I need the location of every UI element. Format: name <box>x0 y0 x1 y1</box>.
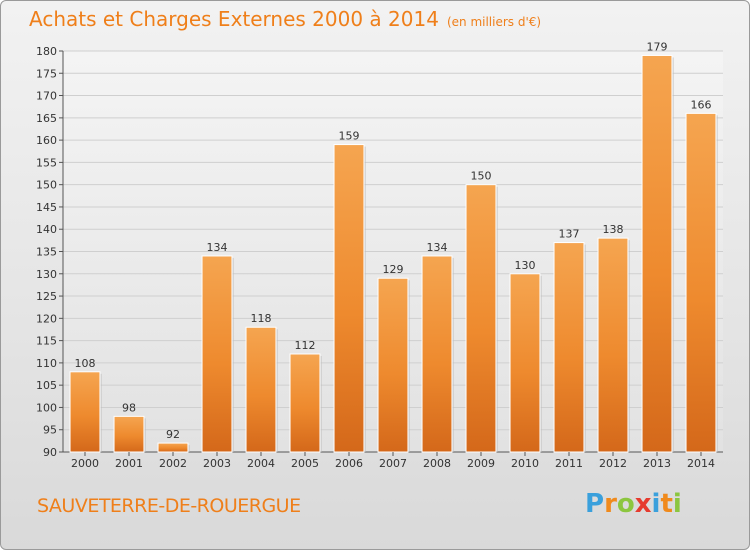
y-tick-label: 135 <box>36 246 57 259</box>
bar-value-label: 134 <box>207 241 228 254</box>
y-tick-label: 140 <box>36 223 57 236</box>
y-tick-label: 145 <box>36 201 57 214</box>
x-tick-label: 2011 <box>555 457 583 470</box>
bar-value-label: 92 <box>166 428 180 441</box>
y-tick-label: 170 <box>36 90 57 103</box>
y-tick-label: 130 <box>36 268 57 281</box>
bar <box>465 184 497 453</box>
y-tick-label: 105 <box>36 379 57 392</box>
bar <box>421 255 453 453</box>
bar-value-label: 134 <box>427 241 448 254</box>
bar <box>69 371 101 453</box>
y-tick-label: 125 <box>36 290 57 303</box>
logo-letter: i <box>672 489 682 519</box>
y-tick-label: 115 <box>36 335 57 348</box>
x-tick-label: 2009 <box>467 457 495 470</box>
commune-name: SAUVETERRE-DE-ROUERGUE <box>37 495 301 517</box>
bar-value-label: 138 <box>603 223 624 236</box>
y-tick-label: 155 <box>36 156 57 169</box>
bar-value-label: 150 <box>471 170 492 183</box>
logo-letter: P <box>585 489 605 519</box>
bar <box>597 237 629 453</box>
bar <box>113 415 145 453</box>
logo-letter: i <box>651 489 661 519</box>
logo-letter: x <box>634 489 652 519</box>
logo-letter: r <box>604 489 617 519</box>
logo-letter: t <box>660 489 673 519</box>
bar-value-label: 98 <box>122 401 136 414</box>
x-tick-label: 2010 <box>511 457 539 470</box>
bar <box>377 277 409 453</box>
x-tick-label: 2000 <box>71 457 99 470</box>
bar-value-label: 118 <box>251 312 272 325</box>
bar-value-label: 166 <box>691 98 712 111</box>
bar <box>333 144 365 453</box>
chart-title: Achats et Charges Externes 2000 à 2014 (e… <box>29 7 541 31</box>
bar <box>289 353 321 453</box>
bar-value-label: 159 <box>339 130 360 143</box>
y-tick-label: 150 <box>36 179 57 192</box>
chart-title-text: Achats et Charges Externes 2000 à 2014 <box>29 7 439 31</box>
bar <box>641 54 673 453</box>
x-tick-label: 2005 <box>291 457 319 470</box>
y-tick-label: 110 <box>36 357 57 370</box>
bar <box>553 242 585 453</box>
proxiti-logo: Proxiti <box>585 489 682 519</box>
bar <box>157 442 189 453</box>
bar-value-label: 179 <box>647 40 668 53</box>
x-tick-label: 2001 <box>115 457 143 470</box>
bar-value-label: 137 <box>559 228 580 241</box>
y-tick-label: 165 <box>36 112 57 125</box>
bar <box>509 273 541 453</box>
y-tick-label: 90 <box>43 446 57 459</box>
bar <box>245 326 277 453</box>
x-tick-label: 2006 <box>335 457 363 470</box>
y-tick-label: 180 <box>36 45 57 58</box>
bar-value-label: 129 <box>383 263 404 276</box>
x-tick-label: 2012 <box>599 457 627 470</box>
x-tick-label: 2008 <box>423 457 451 470</box>
bar <box>201 255 233 453</box>
x-tick-label: 2002 <box>159 457 187 470</box>
plot-area: 90 95 100 105 110 115 120 125 130 135 140 145 150 155… <box>36 40 723 470</box>
y-tick-label: 95 <box>43 424 57 437</box>
logo-letter: o <box>616 489 635 519</box>
y-tick-label: 100 <box>36 401 57 414</box>
x-tick-label: 2014 <box>687 457 715 470</box>
bar-value-label: 112 <box>295 339 316 352</box>
x-tick-label: 2003 <box>203 457 231 470</box>
x-tick-label: 2013 <box>643 457 671 470</box>
x-tick-label: 2004 <box>247 457 275 470</box>
y-tick-label: 120 <box>36 312 57 325</box>
bar <box>685 112 717 453</box>
bar-value-label: 130 <box>515 259 536 272</box>
chart-subtitle: (en milliers d'€) <box>446 15 542 29</box>
y-tick-label: 160 <box>36 134 57 147</box>
bar-value-label: 108 <box>75 357 96 370</box>
x-tick-label: 2007 <box>379 457 407 470</box>
y-tick-label: 175 <box>36 67 57 80</box>
